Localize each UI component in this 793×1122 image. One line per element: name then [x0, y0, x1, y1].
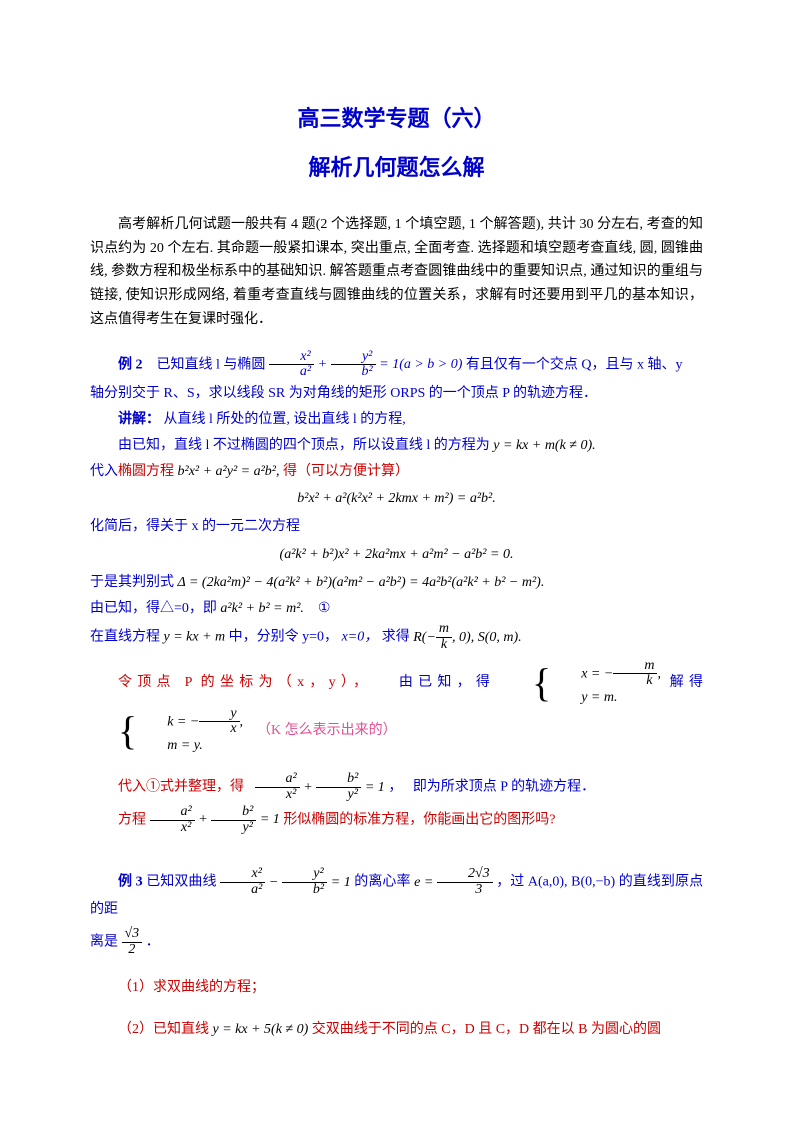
ex2-line-eq: y = kx + m(k ≠ 0). — [493, 438, 595, 453]
ex3-stem-l2-pre: 离是 — [90, 935, 118, 950]
brace-left-icon: { — [504, 663, 551, 703]
spacer — [90, 334, 703, 348]
ex3-e-eq: e = 2√33 — [414, 875, 496, 890]
ex2-jiede: 解得 — [670, 675, 703, 690]
ex2-hj: 化简后，得关于 x 的一元二次方程 — [90, 515, 703, 539]
title-sub: 解析几何题怎么解 — [90, 149, 703, 186]
ex2-online-mid2: x=0， — [342, 630, 379, 645]
intro-paragraph: 高考解析几何试题一般共有 4 题(2 个选择题, 1 个填空题, 1 个解答题)… — [90, 213, 703, 332]
ex2-dairu-eq: b²x² + a²y² = a²b², — [178, 464, 280, 479]
ex3-hyp-eq: x²a² − y²b² = 1 — [220, 875, 354, 890]
ex3-q2-eq: y = kx + 5(k ≠ 0) — [213, 1022, 309, 1037]
ex2-online-pre: 在直线方程 — [90, 630, 164, 645]
ex2-vertex: 令顶点 P 的坐标为（x，y）， 由已知，得 { x = −mk, y = m.… — [90, 659, 703, 755]
ex2-delta: 于是其判别式 Δ = (2ka²m)² − 4(a²k² + b²)(a²m² … — [90, 571, 703, 595]
ex3-label: 例 3 — [118, 875, 146, 890]
ex2-center1: b²x² + a²(k²x² + 2kmx + m²) = a²b². — [90, 487, 703, 511]
ex2-yizhi2-pre: 由已知，得△=0，即 — [90, 601, 217, 616]
ex2-jiejie-tail: 从直线 l 所处的位置, 设出直线 l 的方程, — [164, 412, 406, 427]
ex2-center2: (a²k² + b²)x² + 2ka²mx + a²m² − a²b² = 0… — [90, 543, 703, 567]
spacer — [90, 851, 703, 865]
ex2-yizhi2-num: ① — [318, 601, 331, 616]
ex2-online: 在直线方程 y = kx + m 中，分别令 y=0， x=0， 求得 R(−m… — [90, 622, 703, 652]
brace-group-1: { x = −mk, y = m. — [504, 659, 661, 707]
brace-left-icon: { — [90, 711, 137, 751]
ex2-delta-eq: Δ = (2ka²m)² − 4(a²k² + b²)(a²m² − a²b²)… — [178, 575, 545, 590]
ex2-delta-pre: 于是其判别式 — [90, 575, 174, 590]
ex2-sub-tail: 即为所求顶点 P 的轨迹方程． — [413, 780, 595, 795]
ex2-online-eq: y = kx + m — [164, 630, 226, 645]
ex3-stem-pre: 已知双曲线 — [146, 875, 220, 890]
spacer — [90, 837, 703, 851]
ex2-rs: R(−mk, 0), S(0, m). — [413, 630, 521, 645]
spacer — [90, 960, 703, 974]
ex2-online-mid: 中，分别令 y=0， — [229, 630, 338, 645]
ex2-stem-line1: 例 2 已知直线 l 与椭圆 x²a² + y²b² = 1(a > b > 0… — [90, 350, 703, 380]
ex3-q2: （2）已知直线 y = kx + 5(k ≠ 0) 交双曲线于不同的点 C，D … — [90, 1018, 703, 1042]
ex2-online-mid3: 求得 — [382, 630, 414, 645]
spacer — [90, 756, 703, 770]
ex2-note-mid: 形似椭圆的标准方程，你能画出它的图形吗? — [283, 812, 555, 827]
ex2-note-eq: a²x² + b²y² = 1 — [150, 812, 284, 827]
ex2-ellipse-eq: x²a² + y²b² = 1(a > b > 0) — [269, 357, 466, 372]
spacer — [90, 1002, 703, 1016]
ex3-stem-mid: 的离心率 — [354, 875, 414, 890]
ex2-dairu-tail: 得（可以方便计算） — [283, 464, 409, 479]
ex2-yizhi2: 由已知，得△=0，即 a²k² + b² = m². ① — [90, 597, 703, 621]
ex2-vertex-mid: 由已知，得 — [399, 675, 495, 690]
ex3-q2-pre: （2）已知直线 — [118, 1022, 213, 1037]
ex3-q2-tail: 交双曲线于不同的点 C，D 且 C，D 都在以 B 为圆心的圆 — [312, 1022, 661, 1037]
ex2-yizhi: 由已知，直线 l 不过椭圆的四个顶点，所以设直线 l 的方程为 y = kx +… — [90, 434, 703, 458]
ex2-note: 方程 a²x² + b²y² = 1 形似椭圆的标准方程，你能画出它的图形吗? — [90, 805, 703, 835]
title-main: 高三数学专题（六） — [90, 100, 703, 137]
ex2-dairu-r: 椭圆方程 — [118, 464, 174, 479]
ex3-dist: √32 — [122, 935, 146, 950]
ex2-vertex-pre: 令顶点 P 的坐标为（x，y）， — [118, 675, 372, 690]
brace-group-2: { k = −yx, m = y. — [90, 707, 243, 755]
ex2-stem-post: 有且仅有一个交点 Q，且与 x 轴、y — [466, 357, 683, 372]
ex2-yizhi2-eq: a²k² + b² = m². — [220, 601, 304, 616]
ex2-k-note: （K 怎么表示出来的） — [257, 723, 397, 738]
ex2-dairu: 代入椭圆方程 b²x² + a²y² = a²b², 得（可以方便计算） — [90, 460, 703, 484]
ex3-stem-line2: 离是 √32 ． — [90, 927, 703, 957]
page-root: 高三数学专题（六） 解析几何题怎么解 高考解析几何试题一般共有 4 题(2 个选… — [0, 0, 793, 1122]
ex2-yizhi-text: 由已知，直线 l 不过椭圆的四个顶点，所以设直线 l 的方程为 — [118, 438, 490, 453]
ex3-stem-line1: 例 3 已知双曲线 x²a² − y²b² = 1 的离心率 e = 2√33 … — [90, 867, 703, 921]
ex2-note-pre: 方程 — [118, 812, 146, 827]
ex2-traj-eq: a²x² + b²y² = 1 — [255, 780, 389, 795]
ex3-q1: （1）求双曲线的方程； — [90, 976, 703, 1000]
ex2-jiejie: 讲解： 从直线 l 所处的位置, 设出直线 l 的方程, — [90, 408, 703, 432]
ex3-stem-l2-post: ． — [146, 935, 160, 950]
ex2-dairu-pre: 代入 — [90, 464, 118, 479]
ex2-sub-mid: ， — [388, 780, 402, 795]
ex2-sub: 代入①式并整理，得 a²x² + b²y² = 1 ， 即为所求顶点 P 的轨迹… — [90, 772, 703, 802]
ex2-stem-pre: 已知直线 l 与椭圆 — [157, 357, 269, 372]
ex2-stem-line2: 轴分别交于 R、S，求以线段 SR 为对角线的矩形 ORPS 的一个顶点 P 的… — [90, 382, 703, 406]
ex2-label: 例 2 — [118, 357, 143, 372]
ex2-sub-pre: 代入①式并整理，得 — [118, 780, 244, 795]
ex2-jiejie-label: 讲解： — [118, 412, 160, 427]
